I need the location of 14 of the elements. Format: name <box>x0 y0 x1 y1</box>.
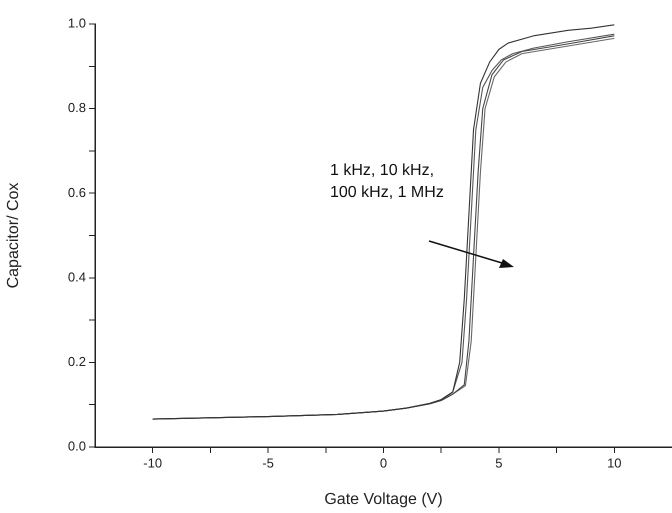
y-tick-label: 0.8 <box>68 100 86 116</box>
x-tick-label: -5 <box>262 455 274 470</box>
x-tick-label: 10 <box>607 455 622 470</box>
y-tick-label: 0.4 <box>68 269 86 284</box>
y-axis-title: Capacitor/ Cox <box>5 182 22 288</box>
y-tick-label: 0.6 <box>68 184 86 200</box>
x-tick-label: -10 <box>143 455 162 470</box>
y-tick-label: 1.0 <box>68 16 86 31</box>
x-tick-label: 0 <box>380 455 388 470</box>
x-axis-title: Gate Voltage (V) <box>324 490 443 508</box>
x-tick-label: 5 <box>495 455 503 470</box>
y-tick-label: 0.2 <box>68 354 86 369</box>
annotation: 1 kHz, 10 kHz, 100 kHz, 1 MHz <box>330 161 445 203</box>
y-tick-label: 0.0 <box>68 438 86 454</box>
